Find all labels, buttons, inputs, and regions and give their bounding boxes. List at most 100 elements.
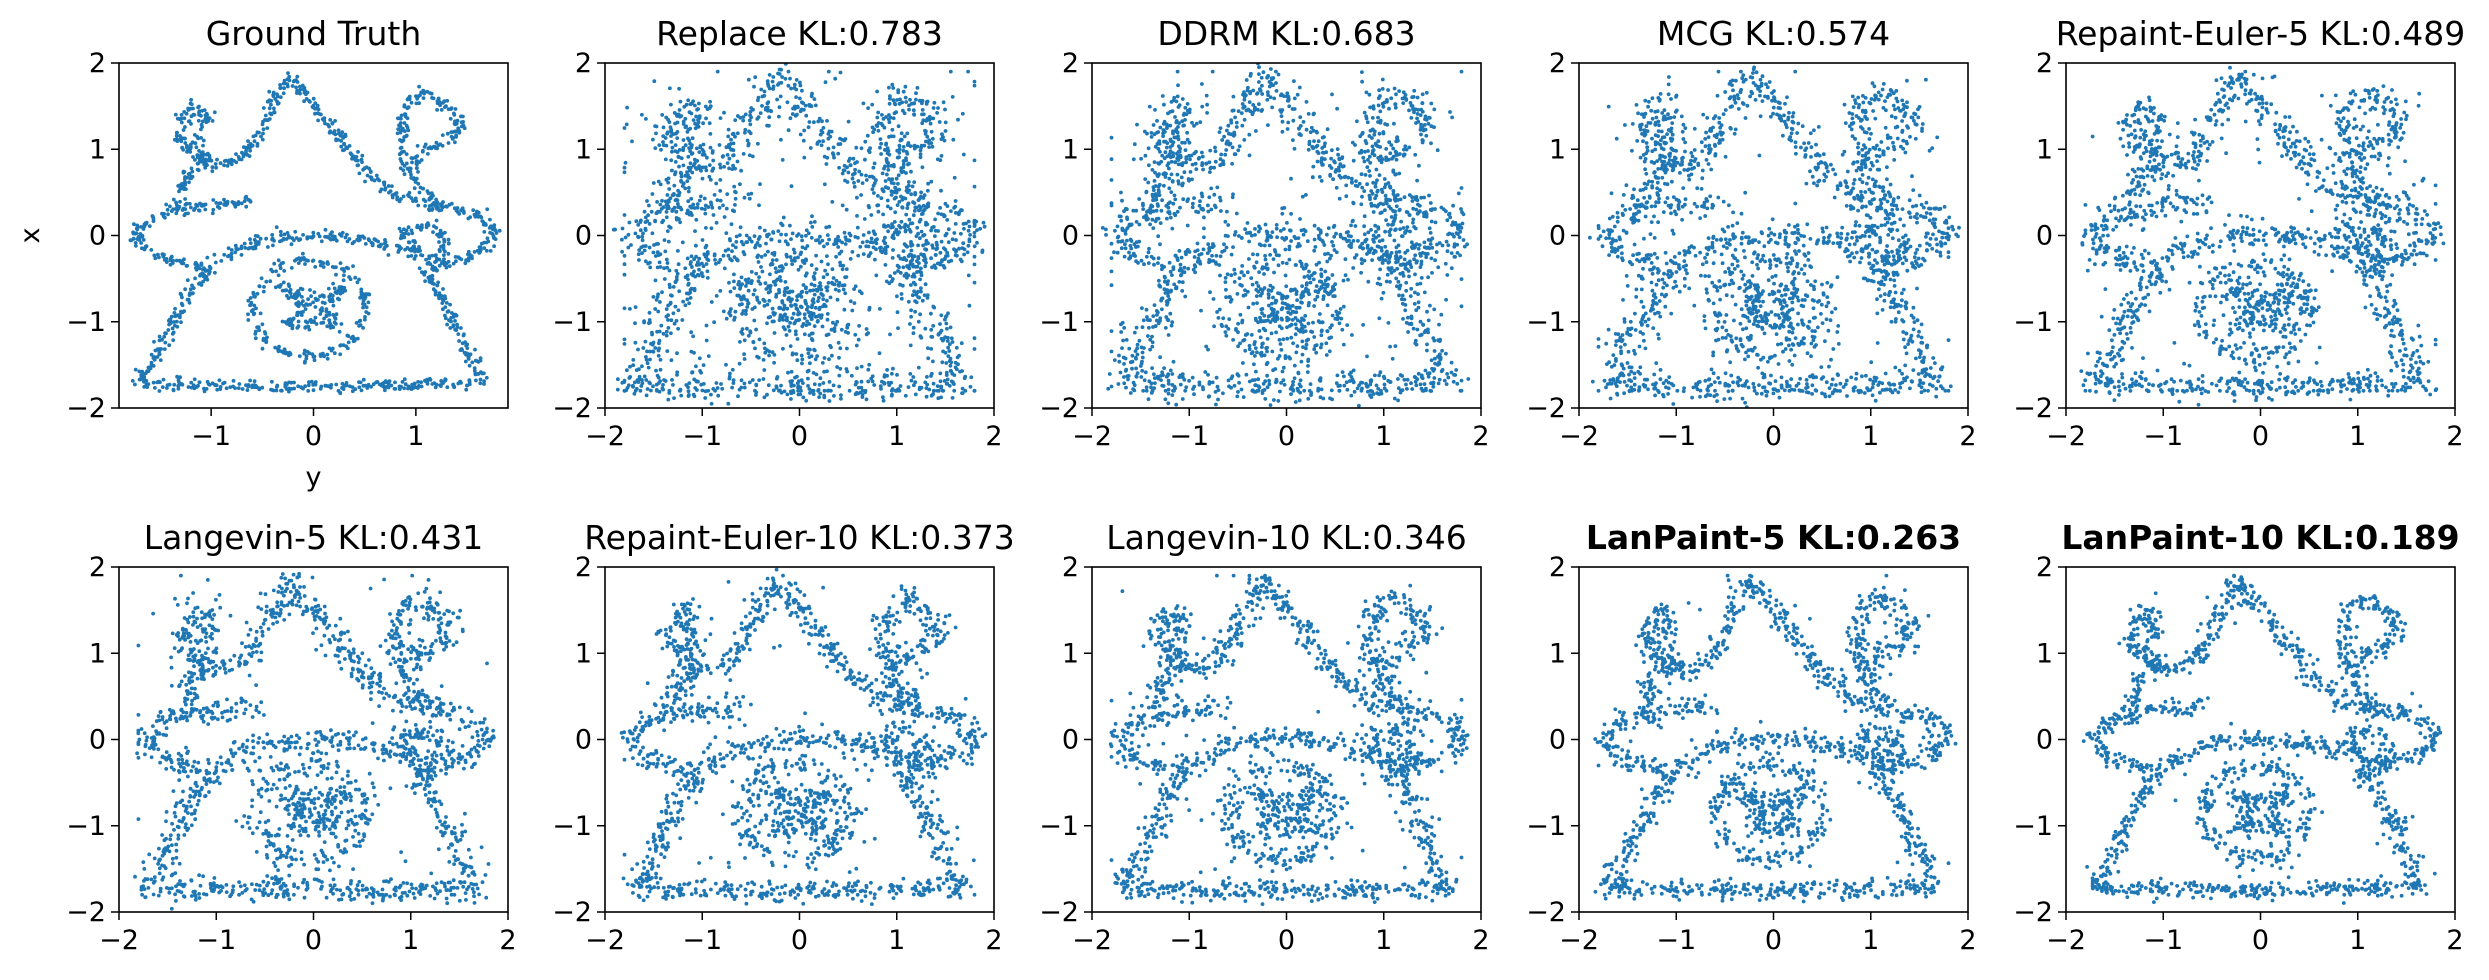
scatter-point: [472, 212, 477, 217]
scatter-point: [943, 350, 948, 355]
scatter-point: [152, 339, 156, 344]
scatter-point: [404, 134, 408, 139]
scatter-point: [423, 379, 428, 383]
scatter-point: [962, 226, 966, 231]
scatter-point: [192, 133, 197, 137]
scatter-point: [853, 392, 858, 397]
scatter-point: [1147, 246, 1151, 251]
scatter-point: [955, 355, 960, 360]
scatter-point: [178, 315, 182, 320]
scatter-point: [938, 206, 942, 210]
scatter-point: [425, 381, 430, 386]
scatter-point: [226, 246, 231, 251]
scatter-point: [340, 386, 344, 390]
scatter-point: [1128, 255, 1133, 260]
scatter-point: [328, 118, 333, 122]
scatter-point: [925, 134, 930, 139]
scatter-point: [694, 146, 699, 151]
scatter-point: [875, 237, 879, 242]
scatter-point: [910, 221, 915, 226]
scatter-point: [824, 333, 829, 338]
scatter-point: [830, 267, 835, 272]
scatter-point: [751, 292, 756, 297]
scatter-point: [925, 375, 929, 379]
scatter-point: [180, 303, 185, 308]
scatter-point: [933, 234, 937, 239]
scatter-point: [692, 206, 697, 210]
scatter-point: [767, 73, 772, 77]
scatter-point: [394, 191, 399, 195]
scatter-point: [707, 121, 712, 126]
scatter-point: [670, 209, 675, 213]
scatter-point: [790, 289, 795, 294]
scatter-point: [972, 220, 977, 225]
scatter-point: [368, 175, 373, 180]
scatter-point: [412, 239, 417, 243]
scatter-point: [1149, 254, 1154, 259]
scatter-point: [1247, 239, 1251, 244]
scatter-point: [459, 257, 464, 262]
scatter-point: [843, 235, 848, 240]
scatter-point: [765, 302, 770, 307]
scatter-point: [1180, 289, 1185, 293]
scatter-point: [248, 237, 252, 242]
scatter-point: [766, 100, 771, 104]
scatter-point: [706, 354, 711, 358]
scatter-point: [1351, 379, 1356, 383]
scatter-point: [1127, 250, 1131, 255]
scatter-point: [173, 306, 178, 311]
scatter-point: [858, 244, 863, 249]
scatter-point: [888, 96, 892, 101]
scatter-point: [1168, 289, 1173, 294]
scatter-point: [665, 131, 669, 136]
scatter-point: [681, 163, 686, 168]
scatter-point: [869, 236, 874, 241]
scatter-point: [730, 249, 734, 254]
scatter-point: [233, 386, 238, 390]
scatter-point: [718, 189, 723, 193]
scatter-point: [901, 148, 906, 153]
scatter-point: [825, 254, 829, 258]
scatter-point: [257, 386, 261, 391]
scatter-point: [861, 233, 866, 237]
scatter-point: [334, 265, 338, 270]
scatter-point: [431, 268, 436, 272]
scatter-point: [731, 163, 735, 168]
scatter-point: [788, 76, 792, 81]
scatter-point: [417, 190, 422, 195]
scatter-point: [779, 137, 783, 142]
scatter-point: [810, 91, 814, 96]
scatter-point: [426, 146, 431, 151]
scatter-point: [217, 378, 222, 383]
scatter-point: [740, 302, 744, 306]
scatter-point: [691, 202, 696, 207]
scatter-point: [762, 89, 767, 94]
scatter-point: [1262, 243, 1267, 248]
scatter-point: [1154, 197, 1159, 202]
scatter-point: [915, 291, 919, 295]
scatter-point: [820, 130, 825, 135]
scatter-point: [831, 151, 835, 156]
scatter-point: [132, 222, 136, 227]
scatter-point: [453, 140, 457, 145]
scatter-point: [258, 236, 263, 241]
scatter-point: [420, 186, 425, 191]
scatter-point: [829, 345, 833, 350]
scatter-point: [975, 240, 979, 245]
scatter-point: [213, 270, 217, 275]
scatter-point: [762, 395, 767, 400]
scatter-point: [1427, 193, 1431, 198]
scatter-point: [768, 289, 772, 294]
scatter-point: [788, 321, 792, 325]
scatter-point: [1237, 380, 1241, 385]
scatter-point: [748, 329, 753, 334]
scatter-point: [622, 337, 627, 342]
scatter-point: [1167, 260, 1172, 265]
scatter-point: [352, 240, 356, 244]
scatter-point: [1460, 210, 1464, 215]
scatter-point: [809, 337, 814, 341]
scatter-point: [734, 240, 739, 244]
scatter-point: [305, 90, 310, 95]
y-tick-label: 0: [89, 221, 106, 252]
scatter-point: [714, 294, 719, 298]
